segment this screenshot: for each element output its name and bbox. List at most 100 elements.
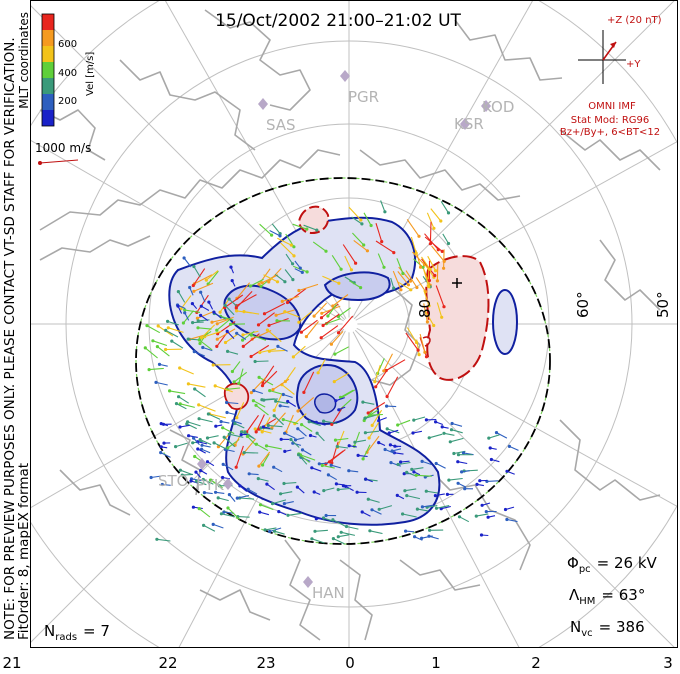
- map-title: 15/Oct/2002 21:00–21:02 UT: [215, 11, 461, 31]
- velocity-vector: [300, 454, 316, 461]
- velocity-vector: [274, 273, 286, 283]
- velocity-origin: [366, 411, 370, 415]
- velocity-vector: [225, 333, 239, 343]
- velocity-vector: [216, 319, 230, 331]
- velocity-origin: [199, 336, 203, 340]
- velocity-vector: [509, 445, 519, 451]
- velocity-origin: [254, 430, 258, 434]
- velocity-vector: [344, 276, 355, 284]
- velocity-vector: [223, 511, 235, 514]
- velocity-origin: [157, 362, 162, 366]
- velocity-vector: [440, 201, 449, 214]
- velocity-origin: [408, 279, 413, 283]
- velocity-origin: [445, 492, 449, 496]
- velocity-vector: [280, 242, 295, 257]
- velocity-vector: [427, 505, 438, 508]
- phi-pc-stat: Φpc = 26 kV: [567, 554, 658, 575]
- velocity-vector: [197, 311, 214, 319]
- positive-cell-main: [425, 255, 490, 381]
- velocity-vector: [298, 283, 319, 292]
- velocity-origin: [310, 466, 314, 470]
- velocity-origin: [266, 423, 270, 428]
- velocity-vector: [496, 432, 508, 439]
- velocity-vector: [236, 282, 251, 299]
- velocity-origin: [196, 447, 200, 451]
- velocity-vector: [312, 241, 327, 252]
- velocity-origin: [282, 502, 286, 506]
- velocity-origin: [299, 330, 303, 334]
- velocity-origin: [257, 282, 261, 286]
- velocity-origin: [186, 420, 190, 424]
- velocity-origin: [305, 227, 309, 231]
- velocity-vector: [238, 368, 244, 384]
- velocity-origin: [212, 310, 216, 314]
- velocity-origin: [324, 513, 328, 518]
- velocity-vector: [236, 294, 257, 307]
- velocity-vector: [260, 504, 274, 511]
- velocity-origin: [347, 444, 351, 448]
- velocity-vector: [255, 360, 269, 363]
- velocity-vector: [284, 501, 294, 505]
- velocity-origin: [315, 228, 319, 232]
- velocity-vector: [387, 428, 400, 434]
- velocity-origin: [155, 345, 159, 349]
- velocity-vector: [210, 479, 222, 488]
- imf-y-label: +Y: [626, 59, 641, 70]
- velocity-vector: [338, 534, 350, 538]
- velocity-vector: [155, 381, 168, 386]
- velocity-vector: [151, 475, 162, 479]
- velocity-vector: [221, 513, 236, 518]
- velocity-origin: [249, 391, 253, 395]
- velocity-vector: [175, 442, 188, 448]
- velocity-origin: [396, 423, 400, 427]
- velocity-vector: [180, 469, 193, 476]
- velocity-vector: [157, 346, 170, 357]
- imf-dial: +Z (20 nT) +Y OMNI IMF Stat Mod: RG96 Bz…: [560, 15, 662, 138]
- velocity-origin: [326, 473, 330, 477]
- velocity-origin: [271, 388, 275, 392]
- velocity-vector: [283, 393, 293, 399]
- velocity-vector: [417, 508, 429, 512]
- velocity-vector: [207, 270, 219, 285]
- velocity-origin: [355, 490, 359, 494]
- velocity-vector: [208, 413, 221, 420]
- velocity-vector: [423, 269, 430, 287]
- velocity-vector: [331, 464, 341, 469]
- velocity-origin: [286, 513, 290, 517]
- velocity-vector: [160, 452, 171, 458]
- velocity-origin: [448, 440, 452, 444]
- velocity-origin: [264, 444, 269, 448]
- velocity-vector: [193, 266, 201, 278]
- velocity-vector: [385, 359, 406, 371]
- velocity-vector: [354, 439, 366, 443]
- velocity-vector: [292, 223, 307, 230]
- velocity-origin: [214, 424, 218, 428]
- velocity-origin: [428, 267, 432, 271]
- velocity-origin: [202, 491, 206, 495]
- velocity-origin: [319, 316, 324, 320]
- velocity-vector: [234, 423, 245, 429]
- velocity-vector: [371, 409, 383, 426]
- velocity-origin: [292, 245, 296, 249]
- velocity-vector: [413, 416, 426, 421]
- velocity-vector: [269, 527, 282, 533]
- negative-cell-mid: [223, 284, 302, 341]
- velocity-origin: [337, 408, 341, 412]
- velocity-vector: [213, 523, 224, 529]
- velocity-vector: [380, 200, 386, 212]
- velocity-origin: [316, 371, 320, 375]
- velocity-vector: [442, 233, 449, 244]
- velocity-origin: [226, 349, 230, 353]
- velocity-origin: [249, 354, 253, 359]
- velocity-origin: [241, 344, 245, 348]
- velocity-origin: [214, 490, 218, 494]
- velocity-origin: [436, 248, 440, 252]
- velocity-origin: [460, 470, 464, 474]
- velocity-origin: [421, 265, 425, 269]
- velocity-vector: [323, 420, 338, 425]
- velocity-vector: [333, 538, 345, 545]
- velocity-vector: [332, 294, 349, 307]
- velocity-origin: [449, 428, 454, 432]
- velocity-vector: [213, 442, 228, 450]
